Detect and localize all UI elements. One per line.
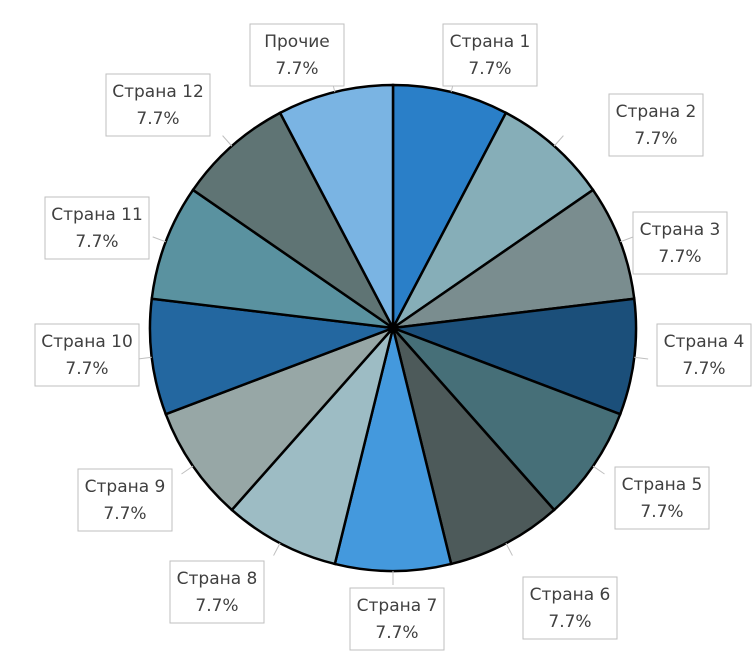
- slice-label: Страна 1: [450, 32, 531, 52]
- slice-label: Страна 3: [640, 220, 721, 240]
- slice-value-label: 7.7%: [275, 59, 318, 79]
- slice-value-label: 7.7%: [136, 109, 179, 129]
- pie-slice: [150, 188, 394, 330]
- slice-value-label: 7.7%: [658, 247, 701, 267]
- slice-label: Страна 5: [622, 475, 703, 495]
- pie-slice: [392, 188, 636, 330]
- pie-slice: [148, 297, 394, 416]
- slice-label: Страна 6: [530, 585, 611, 605]
- label-box: [44, 196, 150, 260]
- slice-value-label: 7.7%: [75, 232, 118, 252]
- slice-value-label: 7.7%: [65, 359, 108, 379]
- leader-line: [273, 542, 281, 556]
- leader-line: [592, 465, 605, 475]
- label-box: [77, 468, 173, 532]
- label-box: [656, 323, 752, 387]
- slice-label: Страна 7: [357, 596, 438, 616]
- pie-slice: [392, 297, 638, 416]
- slice-value-label: 7.7%: [634, 129, 677, 149]
- slice-label: Страна 10: [41, 332, 133, 352]
- slice-value-label: 7.7%: [640, 502, 683, 522]
- leader-line: [634, 356, 649, 360]
- slice-value-label: 7.7%: [195, 596, 238, 616]
- label-box: [349, 587, 445, 651]
- label-box: [105, 73, 211, 137]
- leader-line: [620, 236, 634, 243]
- slice-label: Страна 12: [112, 82, 204, 102]
- slice-label: Страна 9: [85, 477, 166, 497]
- label-box: [614, 466, 710, 530]
- leader-line: [137, 356, 152, 360]
- label-box: [522, 576, 618, 640]
- label-box: [632, 211, 728, 275]
- leader-line: [553, 135, 564, 147]
- slice-label: Страна 4: [664, 332, 745, 352]
- label-box: [249, 23, 345, 87]
- leader-line: [152, 236, 166, 243]
- label-box: [608, 93, 704, 157]
- leader-line: [181, 465, 194, 475]
- slice-label: Прочие: [264, 32, 330, 52]
- slice-value-label: 7.7%: [375, 623, 418, 643]
- slice-value-label: 7.7%: [103, 504, 146, 524]
- label-box: [442, 23, 538, 87]
- slice-label: Страна 8: [177, 569, 258, 589]
- leader-line: [222, 135, 233, 147]
- label-box: [34, 323, 140, 387]
- leader-line: [505, 542, 513, 556]
- slice-value-label: 7.7%: [468, 59, 511, 79]
- slice-value-label: 7.7%: [682, 359, 725, 379]
- label-box: [169, 560, 265, 624]
- slice-value-label: 7.7%: [548, 612, 591, 632]
- slice-label: Страна 11: [51, 205, 143, 225]
- slice-label: Страна 2: [616, 102, 697, 122]
